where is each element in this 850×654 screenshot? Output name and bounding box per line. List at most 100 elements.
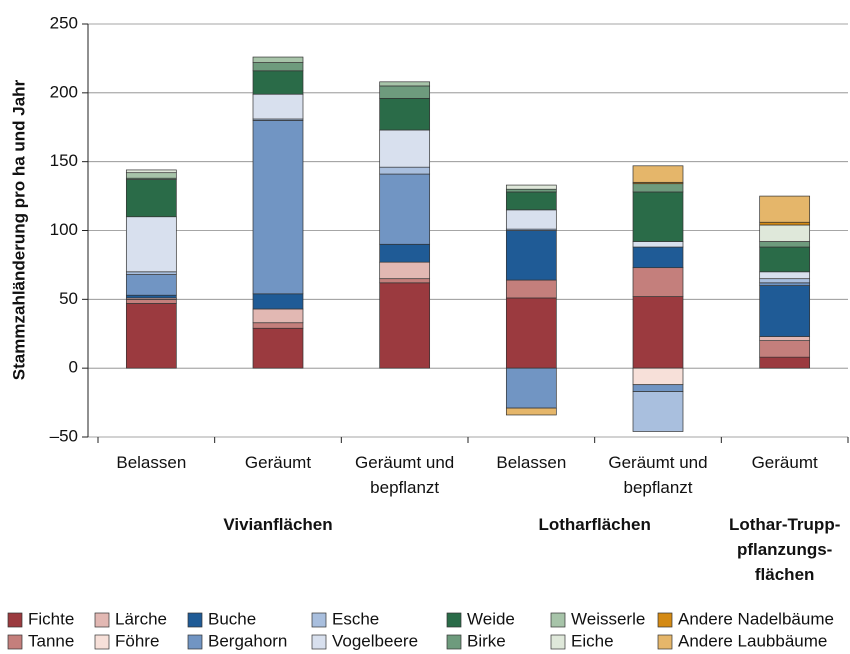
bar-segment: [125, 303, 177, 369]
bar-segment: [125, 298, 177, 304]
bar-segment: [632, 391, 684, 432]
bar-segment: [379, 173, 431, 245]
legend-swatch: [187, 612, 203, 628]
bar-segment: [379, 129, 431, 168]
legend-label: Tanne: [28, 631, 74, 650]
bar-segment: [379, 261, 431, 280]
y-tick-label: 250: [50, 13, 78, 32]
bar-segment: [125, 294, 177, 299]
bar-segment: [632, 296, 684, 369]
legend-swatch: [657, 634, 673, 650]
bar-segment: [379, 282, 431, 369]
group-label: Lotharflächen: [538, 515, 651, 534]
bar-segment: [252, 327, 304, 369]
legend-label: Buche: [208, 609, 256, 628]
legend-swatch: [311, 612, 327, 628]
y-tick-label: 150: [50, 151, 78, 170]
bar-segment: [379, 97, 431, 131]
bar-segment: [759, 246, 811, 273]
legend-swatch: [446, 634, 462, 650]
bar-segment: [632, 384, 684, 392]
bar-segment: [252, 322, 304, 329]
legend-swatch: [187, 634, 203, 650]
bar-segment: [759, 224, 811, 242]
bar-segment: [252, 70, 304, 95]
bar-segment: [252, 56, 304, 63]
bar-segment: [759, 336, 811, 341]
bar-segment: [505, 188, 557, 193]
bar-segment: [505, 367, 557, 409]
legend-label: Vogelbeere: [332, 631, 418, 650]
x-tick-label: Geräumt und bepflanzt: [355, 453, 455, 497]
bar-segment: [759, 271, 811, 280]
bar-segment: [505, 230, 557, 281]
legend-swatch: [446, 612, 462, 628]
legend-swatch: [7, 612, 23, 628]
bar-segment: [759, 282, 811, 286]
bar-segment: [505, 209, 557, 230]
legend-swatch: [94, 634, 110, 650]
legend-swatch: [657, 612, 673, 628]
legend-label: Weide: [467, 609, 515, 628]
y-tick-label: 200: [50, 82, 78, 101]
bar-segment: [125, 271, 177, 275]
bar-segment: [252, 93, 304, 120]
x-tick-label: Geräumt: [751, 453, 818, 472]
legend-label: Lärche: [115, 609, 167, 628]
bar-segment: [505, 279, 557, 299]
bar-segment: [252, 293, 304, 310]
x-tick-label: Geräumt und bepflanzt: [608, 453, 708, 497]
bar-segment: [632, 165, 684, 183]
y-tick-label: 50: [59, 289, 78, 308]
legend-label: Fichte: [28, 609, 74, 628]
legend-swatch: [94, 612, 110, 628]
bar-segment: [505, 191, 557, 211]
bar-segment: [759, 195, 811, 223]
legend-label: Föhre: [115, 631, 159, 650]
bar-segment: [252, 62, 304, 72]
bar-segment: [379, 166, 431, 175]
legend-swatch: [311, 634, 327, 650]
bar-segment: [632, 191, 684, 242]
bar-segment: [505, 407, 557, 416]
bar-segment: [759, 356, 811, 369]
legend-label: Andere Nadelbäume: [678, 609, 834, 628]
bar-segment: [252, 120, 304, 295]
legend-label: Birke: [467, 631, 506, 650]
x-tick-label: Belassen: [496, 453, 567, 472]
y-tick-label: 0: [69, 358, 78, 377]
bar-segment: [759, 221, 811, 226]
y-tick-label: –50: [50, 426, 78, 445]
bar-segment: [379, 85, 431, 99]
y-tick-label: 100: [50, 220, 78, 239]
bar-segment: [632, 246, 684, 269]
bar-segment: [632, 183, 684, 193]
legend-label: Esche: [332, 609, 379, 628]
group-label: Vivianflächen: [223, 515, 333, 534]
legend-swatch: [550, 612, 566, 628]
bar-segment: [125, 169, 177, 174]
legend-label: Bergahorn: [208, 631, 287, 650]
y-axis-title: Stammzahländerung pro ha und Jahr: [9, 79, 28, 380]
bar-segment: [632, 241, 684, 248]
bar-segment: [379, 81, 431, 87]
legend-swatch: [7, 634, 23, 650]
bar-segment: [125, 179, 177, 218]
bar-segment: [505, 184, 557, 190]
bar-segment: [125, 172, 177, 179]
group-label: Lothar-Trupp-pflanzungs-flächen: [728, 515, 841, 584]
bar-segment: [759, 278, 811, 284]
x-tick-label: Belassen: [116, 453, 187, 472]
bar-segment: [379, 243, 431, 263]
bar-segment: [759, 241, 811, 248]
legend-label: Andere Laubbäume: [678, 631, 827, 650]
bar-segment: [379, 278, 431, 284]
bar-segment: [125, 274, 177, 296]
bar-segment: [632, 367, 684, 386]
bar-segment: [252, 308, 304, 324]
bar-segment: [125, 216, 177, 273]
bar-segment: [505, 297, 557, 369]
legend-label: Weisserle: [571, 609, 645, 628]
